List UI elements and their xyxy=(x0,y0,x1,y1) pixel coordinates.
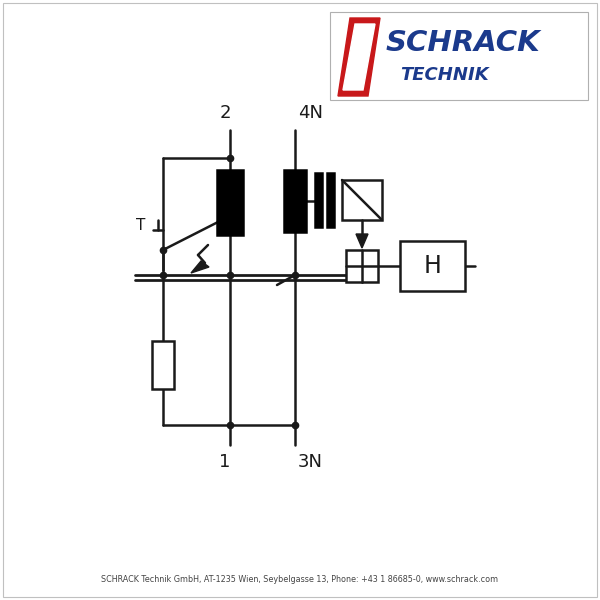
Bar xyxy=(284,170,306,232)
Bar xyxy=(400,241,465,291)
Polygon shape xyxy=(191,261,209,273)
Bar xyxy=(346,250,378,282)
Text: 1: 1 xyxy=(220,453,230,471)
Bar xyxy=(217,170,243,235)
Bar xyxy=(330,12,588,100)
Text: SCHRACK: SCHRACK xyxy=(386,29,541,57)
Text: SCHRACK Technik GmbH, AT-1235 Wien, Seybelgasse 13, Phone: +43 1 86685-0, www.sc: SCHRACK Technik GmbH, AT-1235 Wien, Seyb… xyxy=(101,575,499,584)
Bar xyxy=(327,173,334,227)
Text: H: H xyxy=(424,254,442,278)
Text: T: T xyxy=(136,217,145,232)
Bar xyxy=(152,341,174,389)
Polygon shape xyxy=(343,24,375,90)
Text: 3N: 3N xyxy=(298,453,323,471)
Text: TECHNIK: TECHNIK xyxy=(400,67,489,85)
Bar xyxy=(342,180,382,220)
Polygon shape xyxy=(356,234,368,248)
Text: 4N: 4N xyxy=(298,104,323,122)
Bar xyxy=(315,173,322,227)
Text: 2: 2 xyxy=(219,104,231,122)
Polygon shape xyxy=(338,18,380,96)
